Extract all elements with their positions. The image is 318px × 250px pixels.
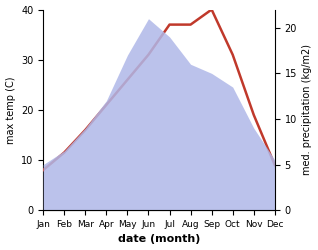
X-axis label: date (month): date (month) <box>118 234 200 244</box>
Y-axis label: max temp (C): max temp (C) <box>5 76 16 144</box>
Y-axis label: med. precipitation (kg/m2): med. precipitation (kg/m2) <box>302 44 313 175</box>
